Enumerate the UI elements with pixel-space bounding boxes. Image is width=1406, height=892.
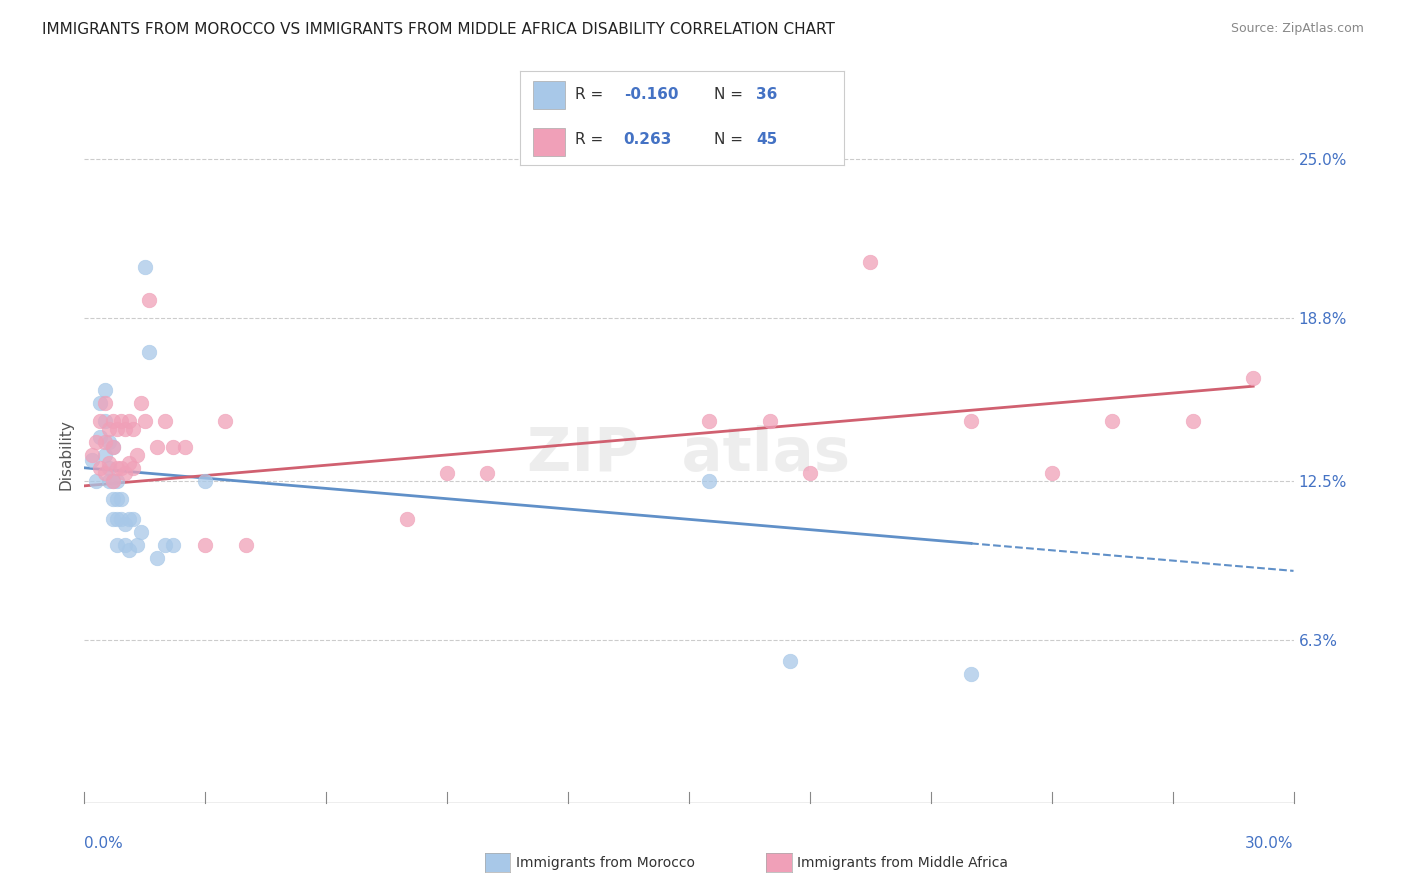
Point	[114, 466, 136, 480]
Text: R =: R =	[575, 132, 613, 147]
Point	[89, 430, 111, 444]
Point	[134, 260, 156, 274]
Point	[1101, 414, 1123, 428]
Point	[93, 396, 115, 410]
Point	[129, 525, 152, 540]
Point	[134, 414, 156, 428]
Point	[97, 460, 120, 475]
Point	[93, 435, 115, 450]
Point	[93, 384, 115, 398]
Point	[82, 448, 104, 462]
Point	[194, 538, 217, 552]
Point	[960, 414, 983, 428]
Text: 36: 36	[756, 87, 778, 103]
Y-axis label: Disability: Disability	[58, 419, 73, 491]
Point	[1181, 414, 1204, 428]
Point	[235, 538, 257, 552]
Point	[162, 538, 184, 552]
Point	[110, 460, 132, 475]
Point	[89, 396, 111, 410]
Text: 45: 45	[756, 132, 778, 147]
Point	[118, 414, 141, 428]
Point	[125, 448, 148, 462]
Point	[97, 474, 120, 488]
Point	[118, 456, 141, 470]
Point	[129, 396, 152, 410]
Point	[697, 474, 720, 488]
Point	[101, 474, 124, 488]
FancyBboxPatch shape	[533, 128, 565, 156]
Point	[101, 512, 124, 526]
Point	[101, 491, 124, 506]
Point	[89, 460, 111, 475]
Point	[101, 414, 124, 428]
Point	[1040, 466, 1063, 480]
Point	[110, 512, 132, 526]
Point	[118, 512, 141, 526]
FancyBboxPatch shape	[533, 81, 565, 109]
Point	[105, 538, 128, 552]
Text: 0.263: 0.263	[624, 132, 672, 147]
Point	[799, 466, 821, 480]
Point	[101, 474, 124, 488]
Point	[101, 440, 124, 454]
Point	[859, 254, 882, 268]
Point	[93, 448, 115, 462]
Point	[97, 435, 120, 450]
Point	[395, 512, 418, 526]
Text: R =: R =	[575, 87, 609, 103]
Point	[114, 517, 136, 532]
Point	[758, 414, 780, 428]
Point	[121, 460, 143, 475]
Point	[105, 474, 128, 488]
Point	[162, 440, 184, 454]
Point	[97, 456, 120, 470]
Point	[105, 491, 128, 506]
Point	[146, 440, 169, 454]
Point	[114, 538, 136, 552]
Text: IMMIGRANTS FROM MOROCCO VS IMMIGRANTS FROM MIDDLE AFRICA DISABILITY CORRELATION : IMMIGRANTS FROM MOROCCO VS IMMIGRANTS FR…	[42, 22, 835, 37]
Text: Source: ZipAtlas.com: Source: ZipAtlas.com	[1230, 22, 1364, 36]
Point	[138, 344, 160, 359]
Point	[960, 667, 983, 681]
Point	[153, 538, 176, 552]
Point	[121, 422, 143, 436]
Point	[86, 435, 108, 450]
Point	[214, 414, 236, 428]
Point	[174, 440, 197, 454]
Text: 0.0%: 0.0%	[84, 837, 124, 851]
Text: N =: N =	[714, 132, 748, 147]
Point	[93, 414, 115, 428]
Point	[114, 422, 136, 436]
Point	[105, 422, 128, 436]
Text: Immigrants from Middle Africa: Immigrants from Middle Africa	[797, 855, 1008, 870]
Point	[779, 654, 801, 668]
Text: 30.0%: 30.0%	[1246, 837, 1294, 851]
Point	[89, 414, 111, 428]
Point	[121, 512, 143, 526]
Point	[105, 512, 128, 526]
Text: N =: N =	[714, 87, 748, 103]
Point	[1241, 370, 1264, 384]
Point	[93, 466, 115, 480]
Point	[97, 422, 120, 436]
Point	[110, 414, 132, 428]
Point	[118, 543, 141, 558]
Point	[477, 466, 499, 480]
Point	[146, 551, 169, 566]
Point	[436, 466, 458, 480]
Point	[110, 491, 132, 506]
Text: -0.160: -0.160	[624, 87, 678, 103]
Point	[82, 453, 104, 467]
Point	[125, 538, 148, 552]
Point	[105, 460, 128, 475]
Point	[86, 474, 108, 488]
Point	[697, 414, 720, 428]
Text: Immigrants from Morocco: Immigrants from Morocco	[516, 855, 695, 870]
Point	[101, 440, 124, 454]
Point	[153, 414, 176, 428]
Point	[194, 474, 217, 488]
Point	[138, 293, 160, 308]
Text: ZIP  atlas: ZIP atlas	[527, 425, 851, 484]
